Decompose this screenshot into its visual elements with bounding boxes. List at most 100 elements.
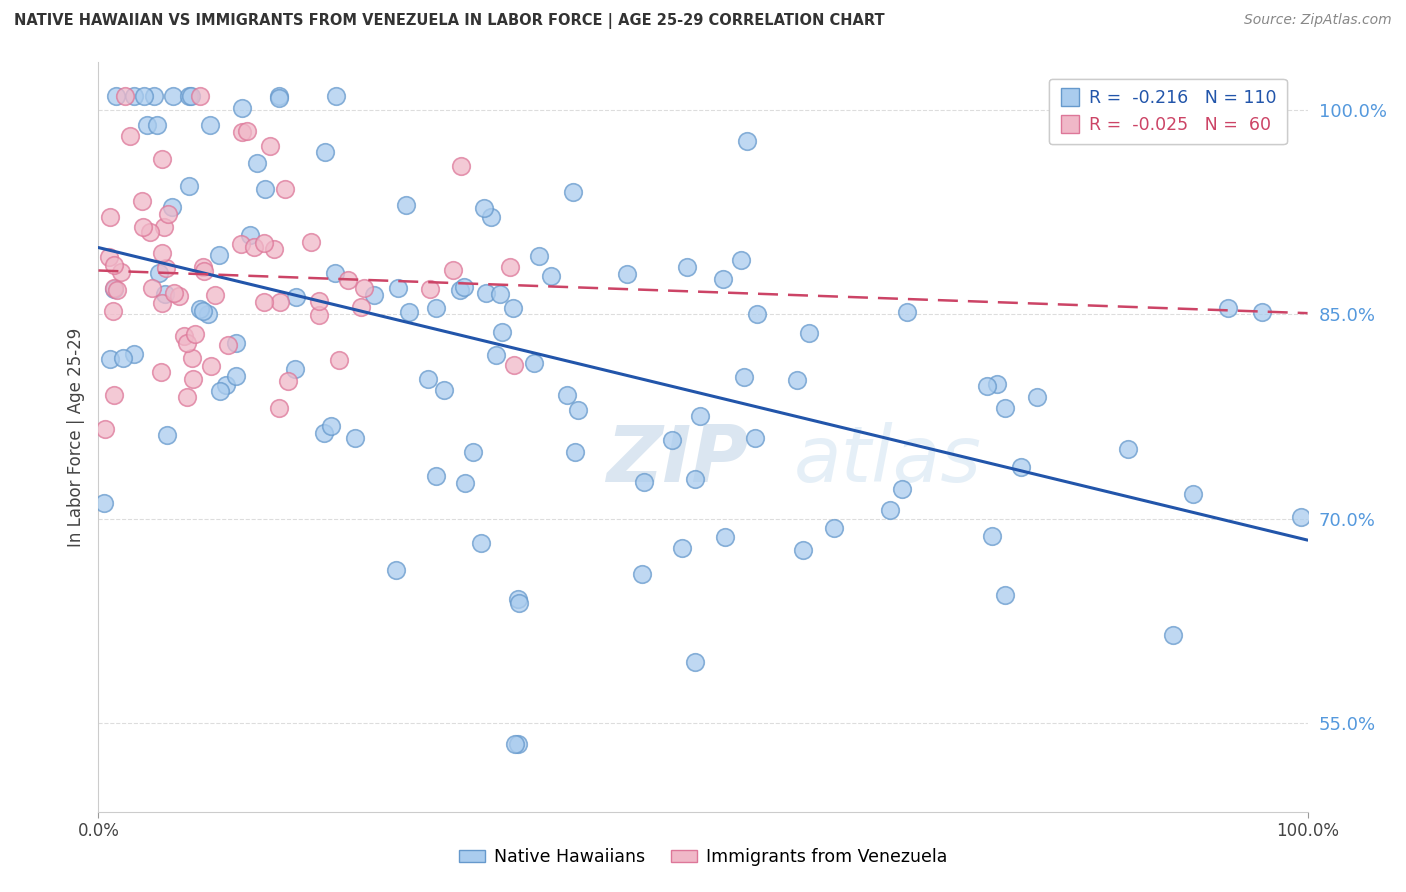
Point	[508, 737, 530, 751]
Legend: Native Hawaiians, Immigrants from Venezuela: Native Hawaiians, Immigrants from Venezu…	[450, 839, 956, 874]
Point	[152, 295, 174, 310]
Point	[416, 371, 439, 385]
Point	[994, 588, 1017, 602]
Point	[150, 246, 173, 260]
Point	[879, 503, 901, 517]
Point	[976, 379, 998, 393]
Point	[141, 281, 163, 295]
Point	[148, 267, 170, 281]
Point	[523, 356, 546, 370]
Point	[441, 262, 464, 277]
Point	[110, 265, 132, 279]
Point	[193, 260, 215, 274]
Point	[1161, 628, 1184, 642]
Point	[823, 521, 845, 535]
Point	[215, 378, 238, 392]
Point	[450, 159, 472, 173]
Point	[105, 283, 128, 297]
Point	[1251, 305, 1274, 319]
Point	[269, 89, 291, 103]
Point	[797, 326, 820, 340]
Point	[616, 267, 638, 281]
Point	[167, 289, 190, 303]
Point	[122, 347, 145, 361]
Point	[143, 89, 166, 103]
Point	[269, 295, 291, 310]
Point	[97, 250, 120, 264]
Point	[1116, 442, 1139, 456]
Point	[485, 348, 508, 362]
Point	[454, 476, 477, 491]
Point	[1010, 459, 1032, 474]
Point	[398, 305, 420, 319]
Point	[263, 242, 285, 256]
Text: atlas: atlas	[793, 422, 981, 498]
Point	[328, 352, 350, 367]
Point	[101, 304, 124, 318]
Point	[676, 260, 699, 274]
Point	[730, 253, 752, 268]
Point	[1025, 390, 1047, 404]
Point	[131, 194, 153, 208]
Point	[114, 89, 136, 103]
Point	[181, 372, 204, 386]
Point	[162, 286, 184, 301]
Point	[1216, 301, 1239, 316]
Point	[336, 273, 359, 287]
Text: ZIP: ZIP	[606, 422, 748, 498]
Point	[111, 351, 134, 365]
Point	[419, 283, 441, 297]
Point	[176, 335, 198, 350]
Point	[191, 304, 214, 318]
Point	[243, 239, 266, 253]
Point	[986, 376, 1008, 391]
Point	[118, 129, 141, 144]
Point	[176, 390, 198, 404]
Point	[505, 737, 527, 751]
Point	[284, 362, 307, 376]
Point	[184, 326, 207, 341]
Point	[713, 530, 735, 544]
Point	[631, 567, 654, 582]
Point	[277, 374, 299, 388]
Point	[98, 352, 121, 367]
Point	[180, 89, 202, 103]
Point	[259, 139, 281, 153]
Point	[363, 288, 385, 302]
Point	[105, 89, 128, 103]
Point	[896, 305, 918, 319]
Point	[299, 235, 322, 249]
Point	[156, 428, 179, 442]
Point	[491, 325, 513, 339]
Point	[253, 235, 276, 250]
Point	[200, 359, 222, 373]
Point	[792, 543, 814, 558]
Point	[139, 225, 162, 239]
Point	[499, 260, 522, 274]
Point	[188, 89, 211, 103]
Point	[733, 369, 755, 384]
Point	[285, 290, 308, 304]
Point	[179, 89, 201, 103]
Point	[540, 268, 562, 283]
Point	[395, 198, 418, 212]
Point	[453, 280, 475, 294]
Point	[1182, 487, 1205, 501]
Point	[253, 294, 276, 309]
Point	[561, 185, 583, 199]
Point	[470, 535, 492, 549]
Point	[312, 426, 335, 441]
Point	[980, 529, 1002, 543]
Point	[103, 281, 125, 295]
Point	[94, 422, 117, 436]
Point	[267, 91, 290, 105]
Point	[308, 308, 330, 322]
Point	[325, 89, 347, 103]
Point	[198, 118, 221, 132]
Point	[323, 266, 346, 280]
Point	[246, 156, 269, 170]
Point	[160, 201, 183, 215]
Point	[98, 211, 121, 225]
Point	[425, 469, 447, 483]
Point	[122, 89, 145, 103]
